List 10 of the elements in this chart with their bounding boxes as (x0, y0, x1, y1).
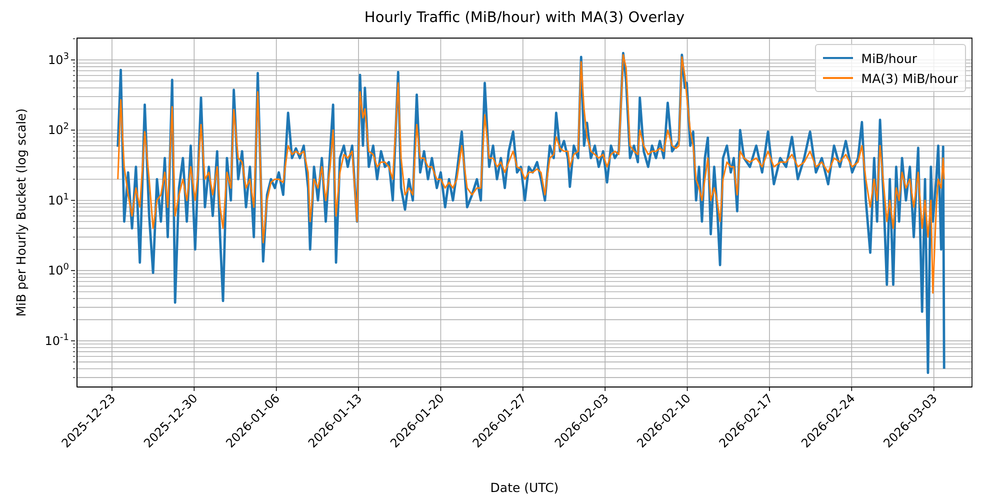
y-tick-label: 10$^{3}$ (48, 52, 69, 67)
y-tick-label: 10$^{1}$ (48, 192, 69, 208)
legend-label: MA(3) MiB/hour (861, 70, 958, 86)
y-tick-label: 10$^{2}$ (48, 122, 69, 138)
legend-label: MiB/hour (861, 50, 917, 66)
y-axis-title: MiB per Hourly Bucket (log scale) (13, 108, 28, 317)
chart-title: Hourly Traffic (MiB/hour) with MA(3) Overlay (363, 10, 686, 26)
y-tick-label: 10$^{-1}$ (44, 332, 69, 348)
y-tick-label: 10$^{0}$ (48, 262, 70, 278)
x-axis-title: Date (UTC) (490, 480, 559, 495)
